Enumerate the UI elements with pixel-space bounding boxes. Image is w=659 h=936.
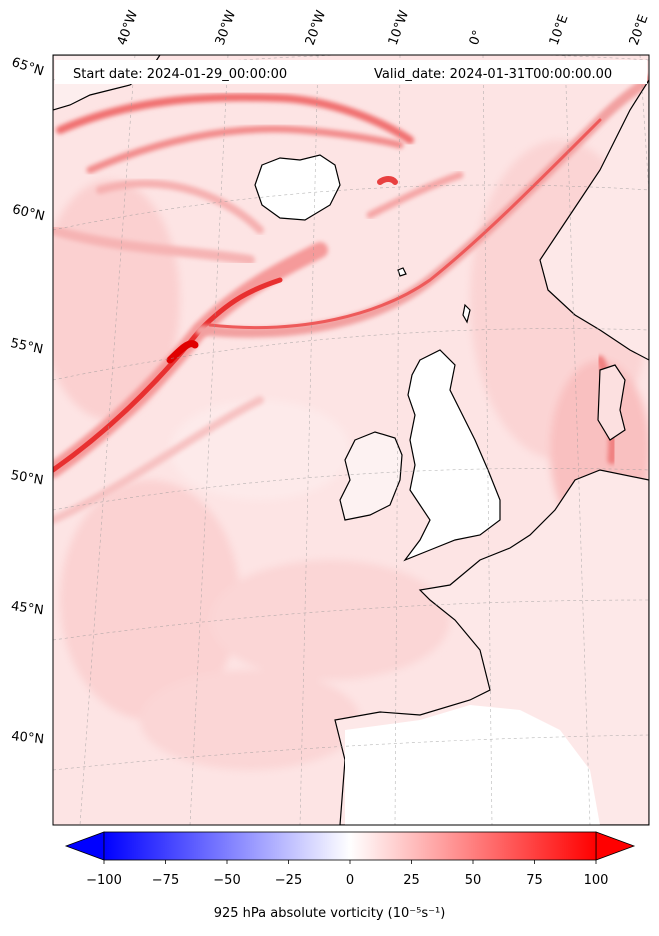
shetland [462,303,471,324]
colorbar-tick-label: −25 [274,873,303,888]
start-date-label: Start date: 2024-01-29_00:00:00 [73,67,288,82]
colorbar-tick-marks [103,860,597,864]
valid-date-label: Valid_date: 2024-01-31T00:00:00.00 [374,67,613,82]
colorbar-tick-label: 100 [583,873,609,888]
graticule [53,55,649,825]
colorbar-min-extend [64,831,105,861]
iberia-interior [345,705,600,825]
colorbar-tick-label: 75 [526,873,543,888]
colorbar-label: 925 hPa absolute vorticity (10⁻⁵s⁻¹) [213,906,446,921]
lat-label-40n: 40°N [10,729,45,748]
colorbar [64,831,636,864]
colorbar-gradient [103,831,597,861]
date-label-background [55,60,647,84]
scandinavia [539,78,649,361]
colorbar-tick-label: 25 [403,873,420,888]
colorbar-tick-label: 50 [464,873,482,888]
colorbar-tick-label: −100 [86,873,122,888]
iceland [254,154,341,221]
colorbar-tick-label: −75 [151,873,180,888]
colorbar-max-extend [595,831,636,861]
faroes [397,267,407,277]
ireland [339,431,403,521]
map-border [52,54,650,826]
great-britain [403,349,501,562]
colorbar-tick-label: −50 [213,873,241,888]
land [53,55,649,825]
colorbar-tick-label: 0 [345,873,355,888]
map-panel [52,54,650,826]
denmark [597,364,626,441]
